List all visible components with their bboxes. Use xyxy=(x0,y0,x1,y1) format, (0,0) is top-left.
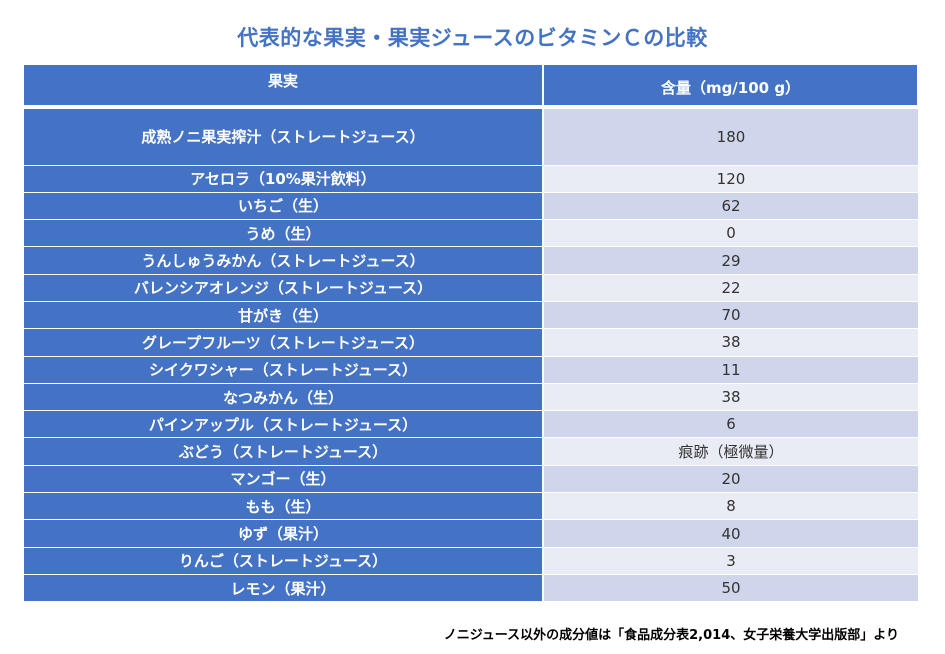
column-header-fruit: 果実 xyxy=(24,65,544,109)
vitamin-c-value-cell: 70 xyxy=(543,301,918,330)
table-row: 甘がき（生） 70 xyxy=(24,301,918,330)
vitamin-c-value-cell: 0 xyxy=(543,219,918,248)
vitamin-c-value-cell: 20 xyxy=(543,465,918,494)
table-row: りんご（ストレートジュース） 3 xyxy=(24,547,918,575)
table-row: アセロラ（10%果汁飲料） 120 xyxy=(24,165,918,193)
fruit-name-cell: レモン（果汁） xyxy=(24,574,544,603)
footnote: ノニジュース以外の成分値は「食品成分表2,014、女子栄養大学出版部」より xyxy=(443,628,899,643)
page-title: 代表的な果実・果実ジュースのビタミンＣの比較 xyxy=(237,26,708,50)
table-row: もも（生） 8 xyxy=(24,492,918,521)
fruit-name-cell: うんしゅうみかん（ストレートジュース） xyxy=(24,246,544,275)
vitamin-c-value-cell: 62 xyxy=(543,192,918,221)
fruit-name-cell: グレープフルーツ（ストレートジュース） xyxy=(24,328,544,357)
fruit-name-cell: なつみかん（生） xyxy=(24,383,544,412)
vitamin-c-value-cell: 38 xyxy=(543,328,918,357)
vitamin-c-value-cell: 6 xyxy=(543,410,918,439)
fruit-name-cell: シイクワシャー（ストレートジュース） xyxy=(24,356,544,384)
table-header-row: 果実 含量（mg/100 g） xyxy=(24,65,919,109)
table-row: うめ（生） 0 xyxy=(24,219,918,248)
table-body: 成熟ノニ果実搾汁（ストレートジュース） 180 アセロラ（10%果汁飲料） 120 いち… xyxy=(24,107,918,603)
vitamin-c-table: 果実 含量（mg/100 g） 成熟ノニ果実搾汁（ストレートジュース） 180 アセ… xyxy=(24,65,919,603)
fruit-name-cell: アセロラ（10%果汁飲料） xyxy=(24,165,544,193)
fruit-name-cell: バレンシアオレンジ（ストレートジュース） xyxy=(24,274,544,302)
vitamin-c-value-cell: 40 xyxy=(543,519,918,548)
fruit-name-cell: りんご（ストレートジュース） xyxy=(24,547,544,575)
vitamin-c-value-cell: 120 xyxy=(543,165,918,193)
column-header-content: 含量（mg/100 g） xyxy=(543,65,919,109)
fruit-name-cell: もも（生） xyxy=(24,492,544,521)
table-row: バレンシアオレンジ（ストレートジュース） 22 xyxy=(24,274,918,302)
table-row: ぶどう（ストレートジュース） 痕跡（極微量） xyxy=(24,437,918,466)
vitamin-c-value-cell: 22 xyxy=(543,274,918,302)
table-row: レモン（果汁） 50 xyxy=(24,574,918,603)
vitamin-c-value-cell: 29 xyxy=(543,246,918,275)
fruit-name-cell: パインアップル（ストレートジュース） xyxy=(24,410,544,439)
vitamin-c-value-cell: 38 xyxy=(543,383,918,412)
fruit-name-cell: マンゴー（生） xyxy=(24,465,544,494)
fruit-name-cell: ゆず（果汁） xyxy=(24,519,544,548)
fruit-name-cell: 成熟ノニ果実搾汁（ストレートジュース） xyxy=(24,107,544,166)
vitamin-c-value-cell: 180 xyxy=(543,107,918,166)
table-row: グレープフルーツ（ストレートジュース） 38 xyxy=(24,328,918,357)
table-row: シイクワシャー（ストレートジュース） 11 xyxy=(24,356,918,384)
vitamin-c-value-cell: 痕跡（極微量） xyxy=(543,437,918,466)
fruit-name-cell: うめ（生） xyxy=(24,219,544,248)
table-row: マンゴー（生） 20 xyxy=(24,465,918,494)
fruit-name-cell: ぶどう（ストレートジュース） xyxy=(24,437,544,466)
vitamin-c-value-cell: 50 xyxy=(543,574,918,603)
table-row: パインアップル（ストレートジュース） 6 xyxy=(24,410,918,439)
fruit-name-cell: いちご（生） xyxy=(24,192,544,221)
vitamin-c-value-cell: 3 xyxy=(543,547,918,575)
vitamin-c-value-cell: 11 xyxy=(543,356,918,384)
table-row: うんしゅうみかん（ストレートジュース） 29 xyxy=(24,246,918,275)
table-row: なつみかん（生） 38 xyxy=(24,383,918,412)
fruit-name-cell: 甘がき（生） xyxy=(24,301,544,330)
table-row: ゆず（果汁） 40 xyxy=(24,519,918,548)
table-row: 成熟ノニ果実搾汁（ストレートジュース） 180 xyxy=(24,107,918,166)
table-row: いちご（生） 62 xyxy=(24,192,918,221)
vitamin-c-value-cell: 8 xyxy=(543,492,918,521)
